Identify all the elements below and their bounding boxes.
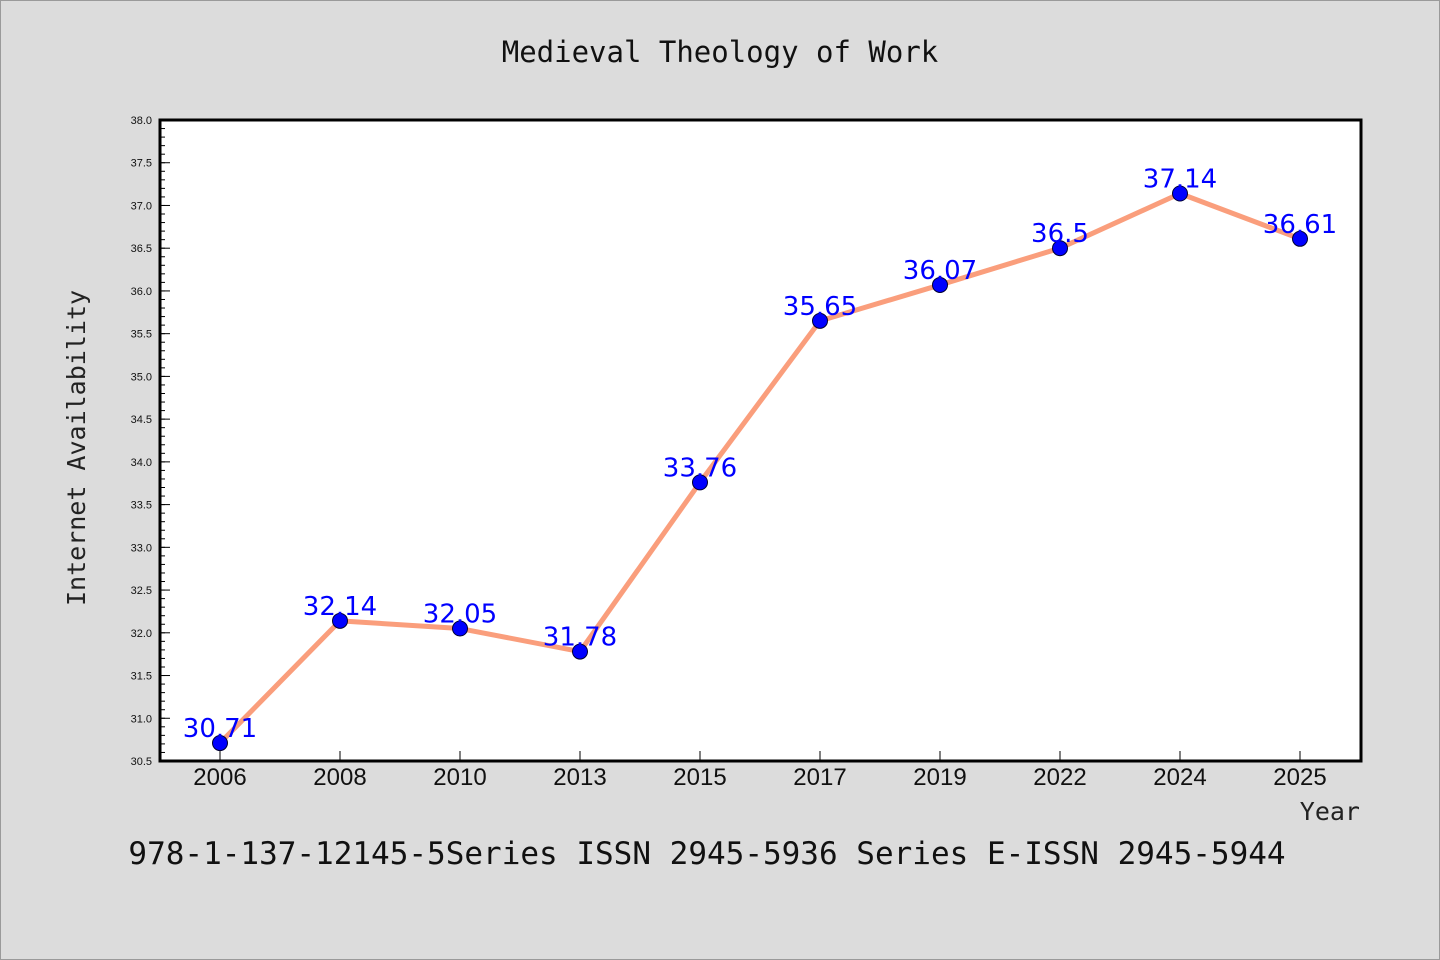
data-label: 35.65	[783, 292, 857, 322]
x-tick-label: 2013	[553, 764, 606, 791]
x-tick-label: 2022	[1033, 764, 1086, 791]
data-point	[692, 474, 708, 491]
y-tick-label: 33.0	[131, 542, 152, 554]
y-tick-label: 32.5	[131, 585, 152, 597]
y-tick-label: 34.0	[131, 457, 152, 469]
data-label: 32.14	[303, 592, 377, 622]
data-point	[452, 620, 468, 637]
data-point	[572, 643, 588, 660]
y-tick-label: 31.0	[131, 713, 152, 725]
y-tick-label: 35.0	[131, 371, 152, 383]
data-label: 30.71	[183, 714, 257, 744]
x-tick-label: 2019	[913, 764, 966, 791]
data-point	[812, 312, 828, 329]
data-label: 36.07	[903, 256, 977, 286]
data-point	[1292, 230, 1308, 247]
data-label: 37.14	[1143, 165, 1217, 195]
data-point	[1172, 185, 1188, 202]
y-tick-label: 35.5	[131, 329, 152, 341]
series-line	[217, 191, 1303, 746]
footer-isbn-issn: 978-1-137-12145-5Series ISSN 2945-5936 S…	[128, 836, 1285, 872]
data-label: 31.78	[543, 623, 617, 653]
x-axis: 2006 2008 2010 2013 2015 2017 2019 2022 2024 2025	[193, 751, 1327, 791]
y-tick-label: 32.0	[131, 628, 152, 640]
y-tick-label: 36.5	[131, 243, 152, 255]
data-point	[932, 276, 948, 293]
data-label: 36.5	[1031, 219, 1089, 249]
x-tick-label: 2024	[1153, 764, 1206, 791]
data-labels: 30.71 32.14 32.05 31.78 33.76 35.65 36.07 36.5 3…	[183, 165, 1337, 745]
data-point	[1052, 240, 1068, 257]
y-tick-label: 34.5	[131, 414, 152, 426]
plot-area	[158, 118, 1363, 763]
data-point	[212, 735, 228, 752]
x-tick-label: 2017	[793, 764, 846, 791]
x-axis-label: Year	[1300, 797, 1360, 826]
x-tick-label: 2008	[313, 764, 366, 791]
y-tick-label: 30.5	[131, 756, 152, 768]
data-label: 36.61	[1263, 210, 1337, 240]
x-tick-label: 2015	[673, 764, 726, 791]
data-label: 32.05	[423, 600, 497, 630]
y-tick-label: 38.0	[131, 115, 152, 127]
y-tick-label: 33.5	[131, 500, 152, 512]
y-axis-label: Internet Availability	[62, 290, 91, 606]
x-tick-label: 2025	[1273, 764, 1326, 791]
x-tick-label: 2006	[193, 764, 246, 791]
chart-title: Medieval Theology of Work	[502, 35, 939, 69]
series-group	[212, 185, 1308, 752]
x-tick-label: 2010	[433, 764, 486, 791]
y-tick-label: 36.0	[131, 286, 152, 298]
y-tick-label: 31.5	[131, 671, 152, 683]
y-tick-label: 37.5	[131, 158, 152, 170]
data-label: 33.76	[663, 453, 737, 483]
y-tick-label: 37.0	[131, 200, 152, 212]
data-point	[332, 612, 348, 629]
y-axis: 30.5 31.0 31.5 32.0 32.5 33.0 33.5 34.0 34.5 35.0…	[131, 115, 170, 768]
